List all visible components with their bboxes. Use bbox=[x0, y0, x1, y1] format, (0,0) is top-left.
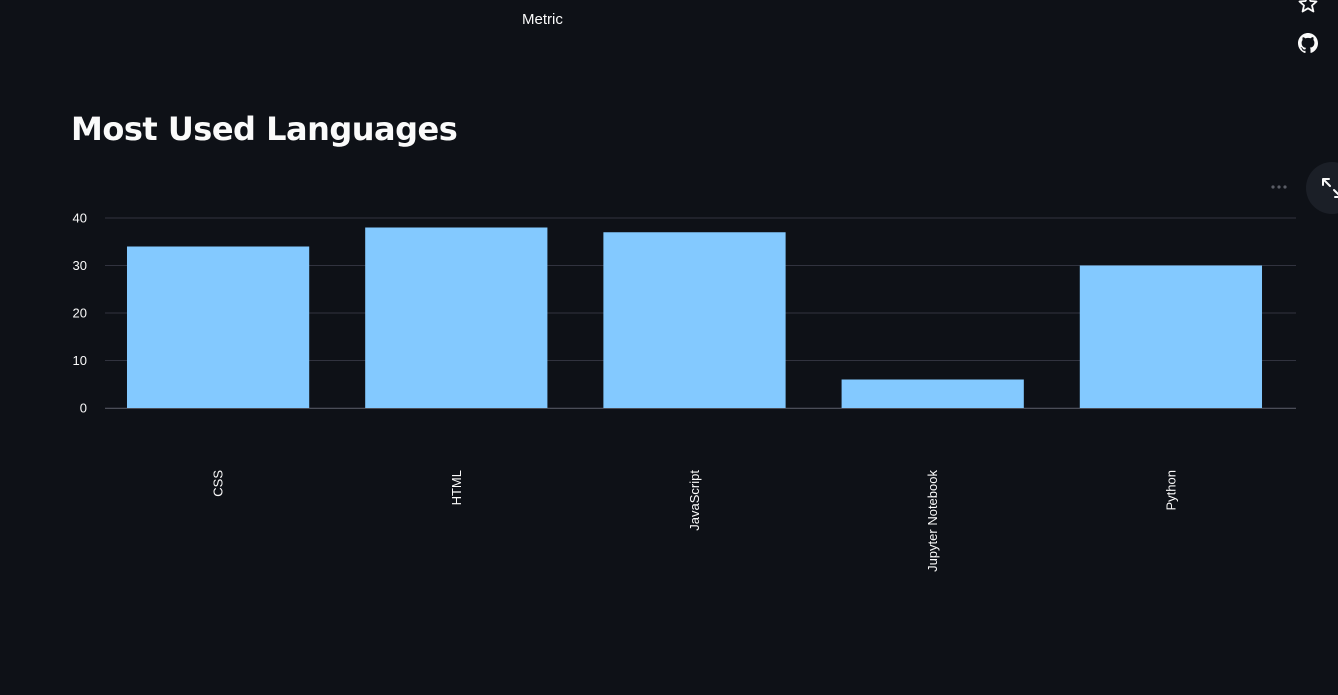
y-tick-label: 0 bbox=[80, 401, 87, 416]
y-tick-label: 30 bbox=[73, 258, 87, 273]
x-tick-label: HTML bbox=[449, 470, 464, 505]
github-icon[interactable] bbox=[1296, 31, 1320, 55]
more-horizontal-icon[interactable] bbox=[1266, 176, 1292, 196]
page-title: Most Used Languages bbox=[71, 110, 458, 148]
x-tick-label: Jupyter Notebook bbox=[925, 470, 940, 572]
star-icon[interactable] bbox=[1296, 0, 1320, 16]
fullscreen-button[interactable] bbox=[1306, 162, 1338, 214]
bar-python[interactable] bbox=[1079, 265, 1263, 409]
y-axis-ticks: 0 10 20 30 40 bbox=[73, 211, 87, 416]
fullscreen-icon bbox=[1322, 178, 1338, 198]
y-tick-label: 40 bbox=[73, 211, 87, 226]
x-axis-ticks: CSS HTML JavaScript Jupyter Notebook Python bbox=[211, 470, 1179, 572]
y-tick-label: 10 bbox=[73, 353, 87, 368]
chart-bars bbox=[126, 227, 1263, 409]
bar-css[interactable] bbox=[126, 246, 310, 409]
y-tick-label: 20 bbox=[73, 306, 87, 321]
x-tick-label: CSS bbox=[211, 470, 226, 497]
metric-label: Metric bbox=[522, 11, 563, 28]
x-tick-label: JavaScript bbox=[687, 470, 702, 531]
x-tick-label: Python bbox=[1163, 470, 1178, 510]
bar-html[interactable] bbox=[365, 227, 548, 409]
bar-javascript[interactable] bbox=[603, 232, 786, 408]
bar-chart: 0 10 20 30 40 CSS HTML JavaScript Jupyter Noteb… bbox=[73, 211, 1296, 572]
bar-jupyter-notebook[interactable] bbox=[841, 379, 1024, 409]
